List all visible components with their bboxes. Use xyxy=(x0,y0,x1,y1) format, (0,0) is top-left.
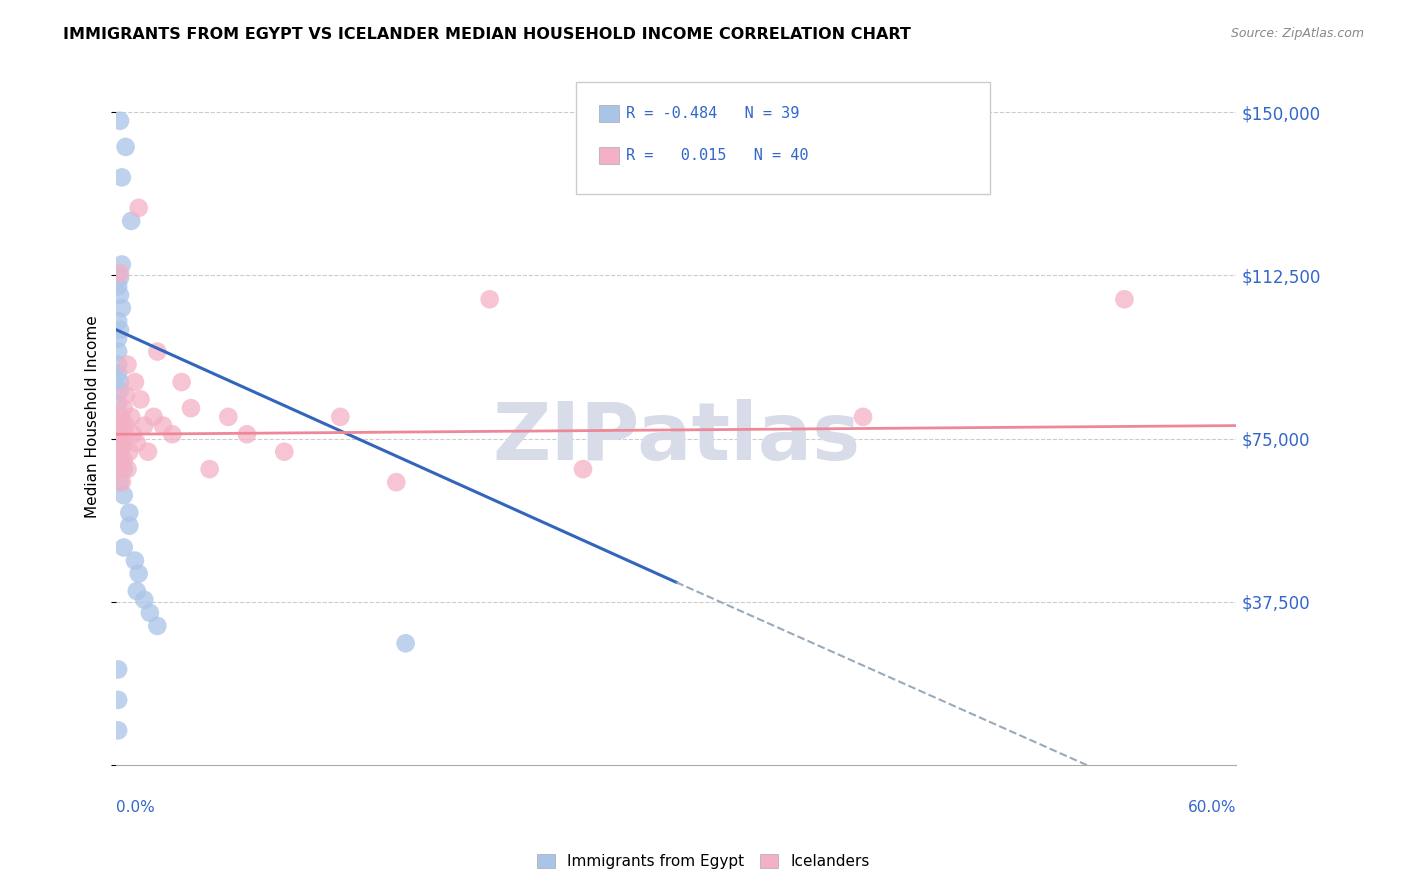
Text: ZIPatlas: ZIPatlas xyxy=(492,399,860,476)
Point xyxy=(124,553,146,567)
Point xyxy=(114,388,136,402)
Point xyxy=(198,462,221,476)
Point xyxy=(112,453,135,467)
Point xyxy=(122,427,145,442)
Point xyxy=(107,662,129,676)
Point xyxy=(108,409,131,424)
Point xyxy=(146,344,169,359)
Point xyxy=(273,444,295,458)
Point xyxy=(107,693,129,707)
Point xyxy=(107,432,129,446)
Point xyxy=(128,566,150,581)
Text: 60.0%: 60.0% xyxy=(1188,800,1236,815)
Point xyxy=(108,475,131,490)
Point xyxy=(129,392,152,407)
Point xyxy=(142,409,165,424)
Point xyxy=(114,140,136,154)
Text: R = -0.484   N = 39: R = -0.484 N = 39 xyxy=(627,106,800,121)
Point xyxy=(478,293,501,307)
Point xyxy=(134,418,156,433)
Point xyxy=(139,606,162,620)
Point xyxy=(111,409,134,424)
Point xyxy=(114,418,136,433)
Point xyxy=(180,401,202,416)
Point xyxy=(107,432,129,446)
Point xyxy=(108,462,131,476)
Point xyxy=(128,201,150,215)
Point xyxy=(146,619,169,633)
Point xyxy=(111,418,134,433)
Point xyxy=(112,401,135,416)
Point xyxy=(112,488,135,502)
Point xyxy=(108,323,131,337)
Point xyxy=(108,444,131,458)
Point xyxy=(1114,293,1136,307)
Point xyxy=(572,462,595,476)
Point xyxy=(108,453,131,467)
Text: 0.0%: 0.0% xyxy=(117,800,155,815)
Y-axis label: Median Household Income: Median Household Income xyxy=(86,316,100,518)
Point xyxy=(329,409,352,424)
Point xyxy=(395,636,418,650)
Point xyxy=(108,266,131,280)
FancyBboxPatch shape xyxy=(575,82,990,194)
Point xyxy=(117,358,139,372)
Point xyxy=(217,409,239,424)
Point xyxy=(852,409,875,424)
Point xyxy=(107,358,129,372)
Point xyxy=(107,279,129,293)
Point xyxy=(111,301,134,315)
Point xyxy=(108,375,131,389)
Point xyxy=(107,331,129,345)
Text: Source: ZipAtlas.com: Source: ZipAtlas.com xyxy=(1230,27,1364,40)
Point xyxy=(107,367,129,381)
FancyBboxPatch shape xyxy=(599,147,619,164)
Point xyxy=(111,257,134,271)
Point xyxy=(111,436,134,450)
Text: R =   0.015   N = 40: R = 0.015 N = 40 xyxy=(627,148,808,163)
Point xyxy=(124,375,146,389)
Point xyxy=(152,418,174,433)
Point xyxy=(120,409,142,424)
Point xyxy=(111,441,134,455)
Point xyxy=(107,314,129,328)
Point xyxy=(170,375,193,389)
Point xyxy=(118,506,141,520)
Point xyxy=(112,427,135,442)
Point xyxy=(107,397,129,411)
Point xyxy=(108,270,131,285)
Point xyxy=(134,592,156,607)
Point xyxy=(112,462,135,476)
Legend: Immigrants from Egypt, Icelanders: Immigrants from Egypt, Icelanders xyxy=(530,848,876,875)
Point xyxy=(111,170,134,185)
Text: IMMIGRANTS FROM EGYPT VS ICELANDER MEDIAN HOUSEHOLD INCOME CORRELATION CHART: IMMIGRANTS FROM EGYPT VS ICELANDER MEDIA… xyxy=(63,27,911,42)
Point xyxy=(120,214,142,228)
Point xyxy=(385,475,408,490)
Point xyxy=(107,418,129,433)
Point xyxy=(107,723,129,738)
Point xyxy=(111,475,134,490)
Point xyxy=(108,288,131,302)
Point xyxy=(136,444,159,458)
Point xyxy=(125,584,148,599)
Point xyxy=(236,427,259,442)
Point xyxy=(112,541,135,555)
Point xyxy=(107,344,129,359)
Point xyxy=(118,444,141,458)
Point xyxy=(125,436,148,450)
Point xyxy=(117,462,139,476)
Point xyxy=(108,384,131,398)
FancyBboxPatch shape xyxy=(599,105,619,122)
Point xyxy=(118,518,141,533)
Point xyxy=(108,113,131,128)
Point xyxy=(162,427,184,442)
